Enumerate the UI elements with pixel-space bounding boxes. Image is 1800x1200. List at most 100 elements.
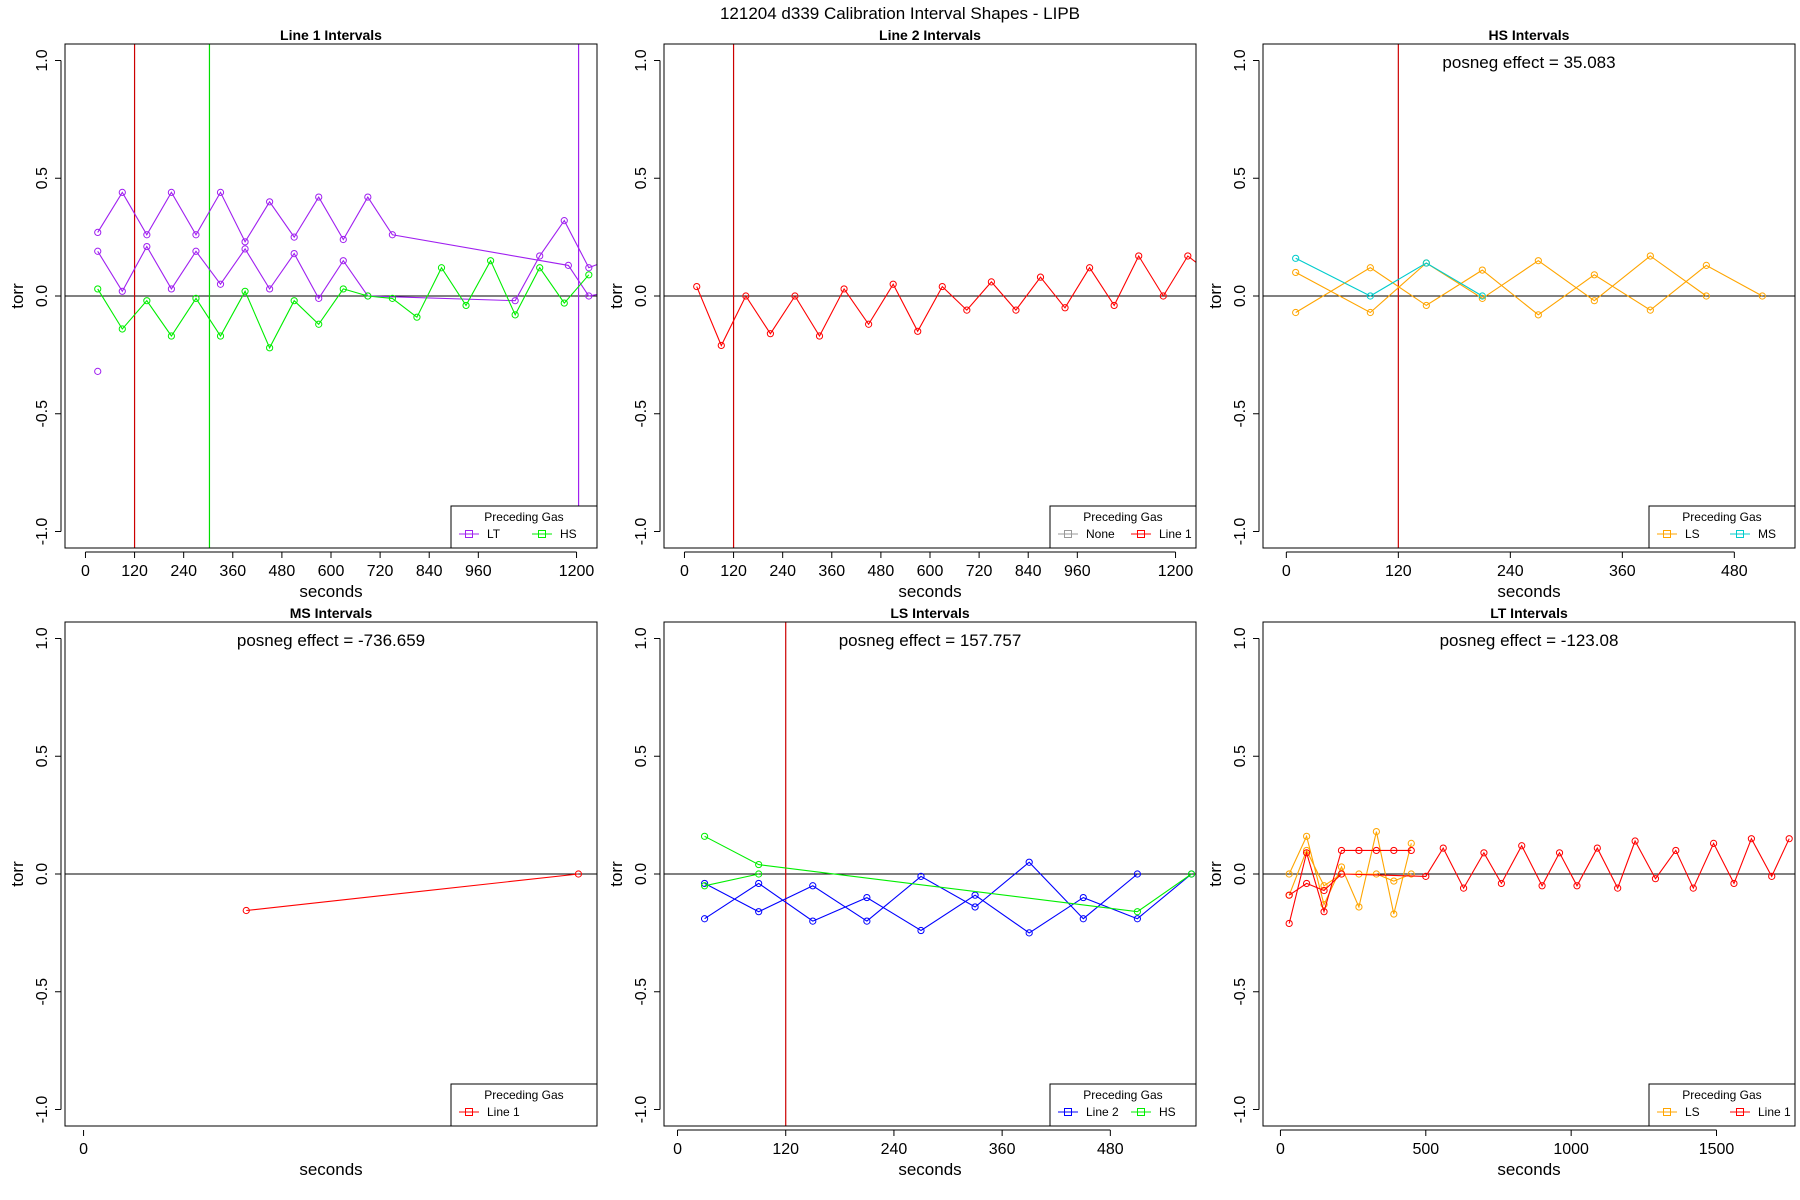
data-point bbox=[1439, 844, 1447, 852]
y-tick-label: -0.5 bbox=[34, 400, 51, 428]
data-point bbox=[290, 297, 298, 305]
x-axis-label: seconds bbox=[1497, 582, 1560, 601]
x-tick-label: 120 bbox=[772, 1141, 799, 1158]
plot-frame bbox=[663, 43, 1197, 549]
data-point bbox=[1337, 863, 1346, 871]
x-tick-label: 360 bbox=[219, 563, 246, 580]
x-tick-label: 0 bbox=[673, 1141, 682, 1158]
data-point bbox=[1555, 849, 1564, 857]
data-point bbox=[1159, 292, 1167, 300]
x-tick-label: 120 bbox=[121, 563, 148, 580]
data-point bbox=[1135, 252, 1143, 260]
data-point bbox=[742, 292, 750, 300]
y-tick-label: 1.0 bbox=[633, 49, 650, 71]
data-point bbox=[216, 280, 225, 288]
y-axis-label: torr bbox=[8, 861, 27, 887]
data-point bbox=[167, 285, 175, 293]
y-axis-label: torr bbox=[1206, 283, 1225, 309]
data-point bbox=[143, 297, 151, 305]
data-point bbox=[1187, 870, 1196, 878]
y-axis-label: torr bbox=[607, 283, 626, 309]
legend-swatch-marker bbox=[538, 530, 546, 538]
data-point bbox=[1366, 308, 1374, 317]
x-tick-label: 960 bbox=[465, 563, 492, 580]
data-point bbox=[1285, 919, 1293, 928]
x-tick-label: 840 bbox=[416, 563, 443, 580]
data-point bbox=[700, 879, 709, 888]
figure-title: 121204 d339 Calibration Interval Shapes … bbox=[720, 4, 1080, 23]
x-tick-label: 0 bbox=[1276, 1141, 1285, 1158]
data-point bbox=[1407, 846, 1415, 855]
series-line bbox=[1295, 255, 1707, 314]
y-tick-label: -1.0 bbox=[1232, 518, 1249, 546]
data-point bbox=[1320, 908, 1328, 916]
y-tick-label: -0.5 bbox=[34, 978, 51, 1006]
data-point bbox=[1614, 884, 1622, 892]
data-point bbox=[241, 245, 249, 253]
data-point bbox=[1303, 832, 1311, 840]
data-point bbox=[1651, 875, 1660, 883]
x-tick-label: 0 bbox=[79, 1141, 88, 1158]
data-point bbox=[536, 252, 544, 260]
data-point bbox=[1355, 846, 1363, 855]
x-tick-label: 360 bbox=[1609, 563, 1636, 580]
legend-title: Preceding Gas bbox=[1682, 1088, 1761, 1102]
legend-swatch-marker bbox=[465, 530, 473, 538]
data-point bbox=[564, 261, 572, 269]
data-point bbox=[755, 879, 763, 888]
x-axis-label: seconds bbox=[1497, 1160, 1560, 1179]
data-point bbox=[791, 292, 799, 300]
data-point bbox=[1061, 304, 1069, 312]
plot-area bbox=[1263, 828, 1795, 928]
data-point bbox=[462, 301, 470, 310]
y-tick-label: -0.5 bbox=[633, 978, 650, 1006]
data-point bbox=[1303, 849, 1311, 857]
data-point bbox=[315, 320, 323, 328]
x-tick-label: 480 bbox=[1721, 563, 1748, 580]
data-point bbox=[192, 231, 200, 239]
x-tick-label: 120 bbox=[1385, 563, 1412, 580]
panel-title: LS Intervals bbox=[890, 605, 970, 621]
data-point bbox=[1534, 311, 1542, 319]
data-point bbox=[1285, 891, 1293, 899]
y-tick-label: 0.5 bbox=[34, 167, 51, 189]
data-point bbox=[1422, 872, 1430, 880]
data-point bbox=[1337, 846, 1346, 855]
data-point bbox=[1478, 292, 1486, 300]
data-point bbox=[339, 257, 347, 265]
y-axis-label: torr bbox=[8, 283, 27, 309]
data-point bbox=[413, 313, 421, 321]
data-point bbox=[339, 235, 347, 244]
data-point bbox=[574, 870, 583, 878]
data-point bbox=[1730, 879, 1738, 888]
y-tick-label: -1.0 bbox=[633, 518, 650, 546]
data-point bbox=[266, 285, 274, 293]
x-tick-label: 0 bbox=[1282, 563, 1291, 580]
data-point bbox=[167, 332, 175, 340]
data-point bbox=[192, 294, 200, 302]
x-tick-label: 480 bbox=[868, 563, 895, 580]
plot-area bbox=[1263, 44, 1795, 548]
data-point bbox=[1478, 266, 1486, 274]
y-tick-label: 1.0 bbox=[1232, 627, 1249, 649]
legend-box bbox=[1049, 1083, 1197, 1127]
data-point bbox=[242, 906, 250, 915]
plot-frame bbox=[663, 621, 1197, 1127]
x-tick-label: 720 bbox=[367, 563, 394, 580]
series-line bbox=[704, 873, 759, 887]
y-tick-label: 0.0 bbox=[34, 285, 51, 307]
y-tick-label: 0.0 bbox=[633, 863, 650, 885]
plot-area bbox=[65, 44, 597, 548]
x-axis-label: seconds bbox=[898, 582, 961, 601]
x-tick-label: 1500 bbox=[1699, 1141, 1735, 1158]
data-point bbox=[1355, 903, 1363, 911]
data-point bbox=[315, 294, 323, 302]
data-point bbox=[917, 926, 925, 935]
legend-entry-label: Line 1 bbox=[1758, 1105, 1791, 1119]
legend-entry-label: LS bbox=[1685, 1105, 1700, 1119]
legend-title: Preceding Gas bbox=[1682, 510, 1761, 524]
data-point bbox=[863, 917, 871, 925]
y-tick-label: 0.0 bbox=[1232, 863, 1249, 885]
legend: Preceding Gas LT HS bbox=[450, 505, 598, 549]
data-point bbox=[1292, 268, 1300, 277]
